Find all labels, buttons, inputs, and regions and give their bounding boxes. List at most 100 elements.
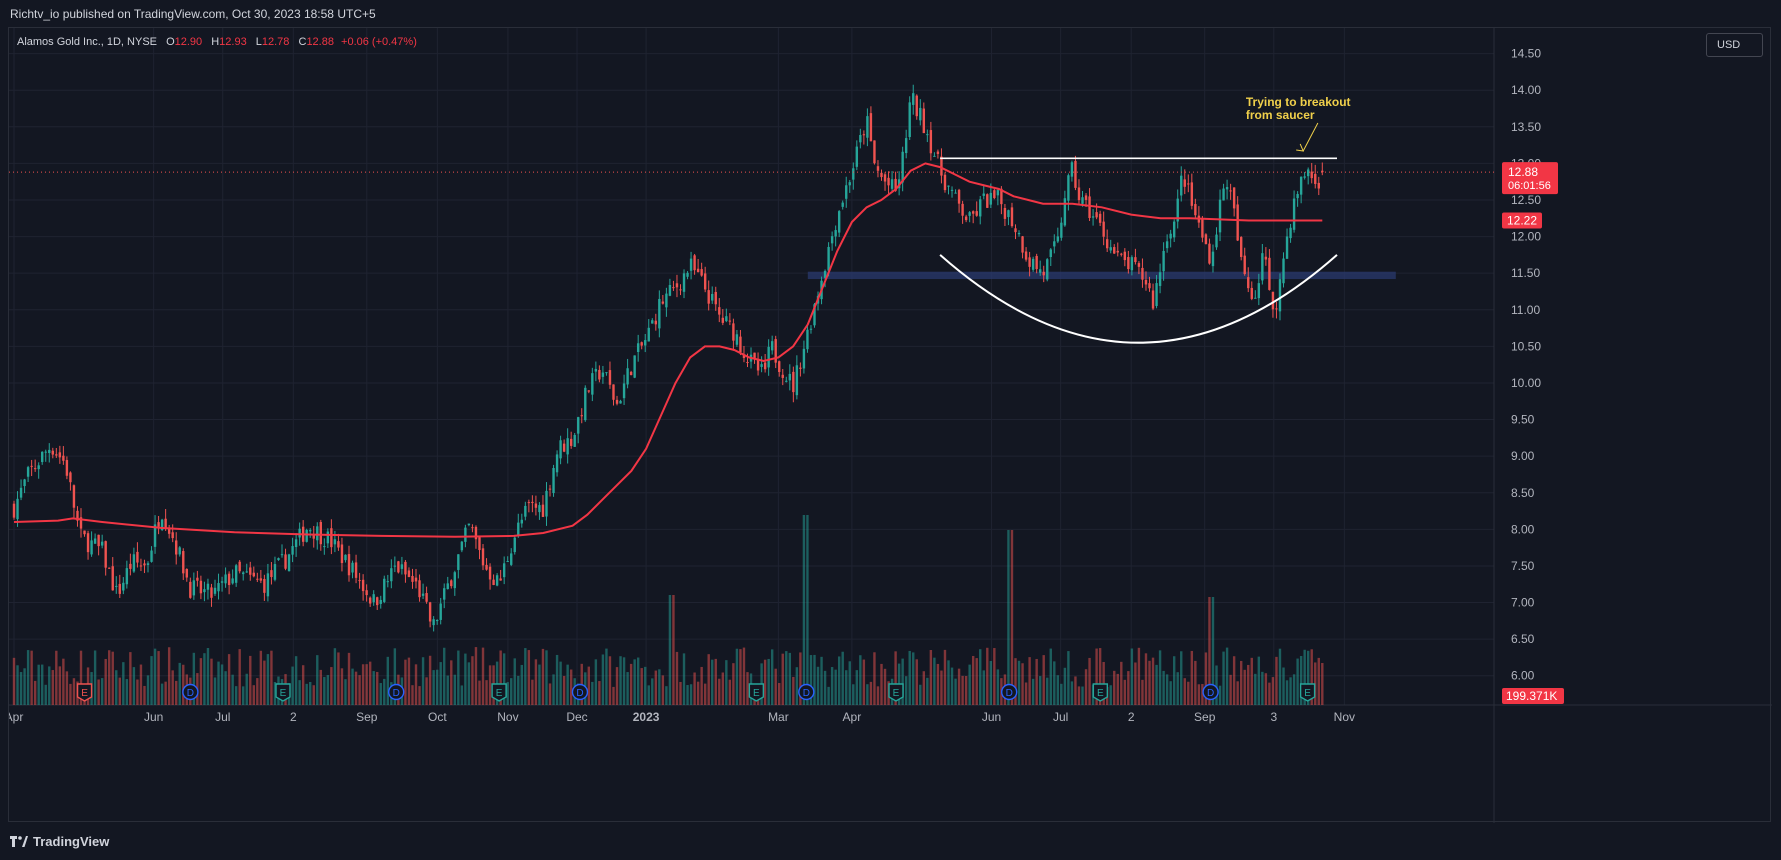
candle-body xyxy=(837,211,841,233)
volume-bar xyxy=(443,647,446,705)
candle-body xyxy=(326,531,330,544)
volume-bar xyxy=(908,650,911,705)
earnings-marker[interactable] xyxy=(888,683,904,702)
volume-bar xyxy=(696,681,700,705)
y-tick-label: 7.50 xyxy=(1511,559,1535,573)
candle-body xyxy=(1317,182,1320,189)
volume-bar xyxy=(527,650,531,705)
support-zone[interactable] xyxy=(807,271,1396,280)
volume-bar xyxy=(157,651,160,705)
volume-bar xyxy=(333,648,337,705)
dividend-marker[interactable] xyxy=(388,683,405,701)
volume-bar xyxy=(982,670,985,705)
candle-body xyxy=(1169,233,1172,239)
price-axis[interactable]: 14.5014.0013.5013.0012.5012.0011.5011.00… xyxy=(1511,47,1541,683)
volume-bar xyxy=(1176,672,1179,705)
x-tick-label: Jul xyxy=(215,710,230,724)
candle-body xyxy=(280,554,284,556)
candle-body xyxy=(1116,250,1119,253)
earnings-marker[interactable] xyxy=(1092,683,1109,702)
candle-body xyxy=(175,540,178,555)
earnings-marker[interactable] xyxy=(275,683,291,702)
volume-bar xyxy=(471,656,474,705)
volume-bar xyxy=(256,678,259,705)
candle-body xyxy=(802,348,806,369)
candle-body xyxy=(481,548,485,566)
candle-body xyxy=(559,440,562,459)
dividend-marker[interactable] xyxy=(571,683,589,701)
volume-bar xyxy=(1208,597,1211,705)
volume-bar xyxy=(1197,684,1201,705)
earnings-marker[interactable] xyxy=(748,683,765,702)
volume-bar xyxy=(1116,673,1119,705)
dividend-marker[interactable] xyxy=(1000,683,1018,701)
volume-bar xyxy=(936,663,940,705)
candle-body xyxy=(1225,187,1229,190)
volume-bar xyxy=(1285,680,1289,705)
currency-button[interactable]: USD xyxy=(1706,33,1763,57)
volume-bar xyxy=(1296,658,1299,705)
candle-body xyxy=(499,578,502,581)
candle-body xyxy=(848,182,851,186)
volume-bar xyxy=(224,671,227,705)
volume-bar xyxy=(44,684,47,705)
earnings-marker[interactable] xyxy=(1299,683,1316,702)
candle-body xyxy=(1067,175,1070,201)
saucer-curve[interactable] xyxy=(939,254,1338,344)
candle-body xyxy=(347,554,351,576)
candle-body xyxy=(1077,187,1081,201)
candle-body xyxy=(989,192,993,205)
volume-bar xyxy=(502,653,506,705)
candle-body xyxy=(234,565,238,583)
candle-body xyxy=(721,317,725,323)
candle-body xyxy=(492,579,495,585)
candle-body xyxy=(926,134,929,136)
volume-bar xyxy=(143,685,146,705)
candle-body xyxy=(439,603,442,620)
time-axis[interactable]: Apr Jun Jul 2 Sep Oct Nov Dec 2023 Mar Apr Jun Jul 2 S… xyxy=(9,710,1355,724)
candle-body xyxy=(284,554,287,569)
earnings-marker[interactable] xyxy=(491,683,507,702)
y-tick-label: 8.50 xyxy=(1511,486,1535,500)
candle-body xyxy=(753,352,756,359)
symbol-legend: Alamos Gold Inc., 1D, NYSE O12.90 H12.93… xyxy=(17,36,417,48)
volume-bar xyxy=(767,658,770,705)
candle-body xyxy=(1250,287,1253,299)
volume-bar xyxy=(1190,650,1194,705)
volume-bar xyxy=(1067,651,1070,705)
volume-bar xyxy=(1021,663,1024,705)
candle-body xyxy=(1264,256,1268,260)
event-marker-label: E xyxy=(81,688,88,699)
tradingview-brand[interactable]: TradingView xyxy=(10,834,109,849)
candle-body xyxy=(478,537,481,551)
x-tick-label: Mar xyxy=(768,710,789,724)
candle-body xyxy=(1187,183,1190,185)
candle-body xyxy=(1010,207,1014,227)
candle-body xyxy=(259,578,263,581)
earnings-marker[interactable] xyxy=(76,683,93,702)
dividend-marker[interactable] xyxy=(798,683,815,701)
moving-average-line[interactable] xyxy=(13,162,1323,538)
candle-body xyxy=(249,567,252,575)
volume-bar xyxy=(273,681,277,705)
candle-body xyxy=(746,362,749,364)
candle-body xyxy=(513,537,516,553)
candle-body xyxy=(418,580,421,598)
volume-bar xyxy=(933,657,936,705)
candle-body xyxy=(1314,173,1317,184)
candle-body xyxy=(1063,198,1067,226)
dividend-marker[interactable] xyxy=(1202,683,1219,701)
candle-body xyxy=(26,467,30,477)
volume-bar xyxy=(1113,670,1116,705)
candle-body xyxy=(742,354,746,358)
dividend-marker[interactable] xyxy=(182,683,199,701)
volume-bar xyxy=(1038,676,1042,705)
volume-bar xyxy=(548,683,552,705)
volume-bar xyxy=(964,675,968,705)
candle-body xyxy=(252,572,255,577)
volume-bar xyxy=(841,651,844,705)
